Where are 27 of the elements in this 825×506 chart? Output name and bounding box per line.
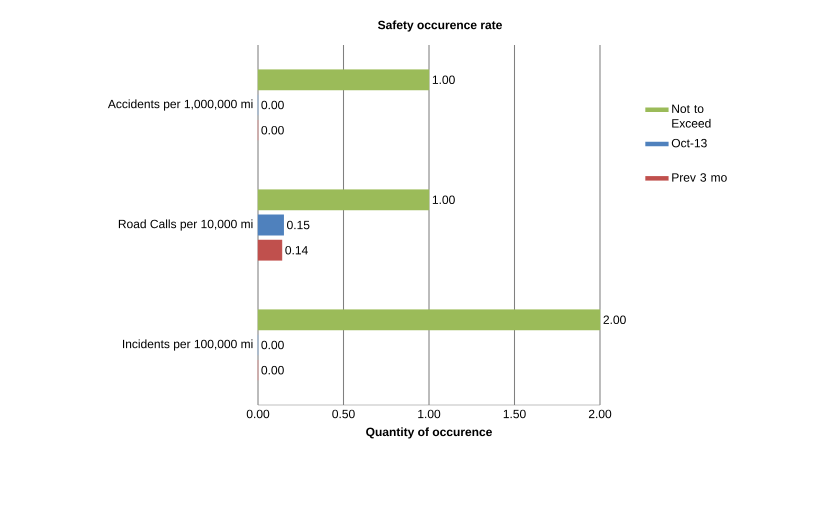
x-tick-label: 0.50 [332, 410, 355, 418]
x-tick-label: 0.00 [246, 410, 270, 418]
bar [258, 69, 430, 90]
legend-label: Not to Exceed [672, 104, 711, 128]
y-tick-label: Road Calls per 10,000 mi [118, 219, 252, 231]
x-tick-label: 2.00 [588, 410, 612, 418]
data-label: 0.15 [287, 220, 310, 230]
bar [258, 189, 430, 210]
data-label: 1.00 [432, 196, 455, 204]
legend-label: Oct-13 [672, 138, 707, 148]
bar [258, 309, 600, 330]
chart-title: Safety occurence rate [378, 20, 502, 32]
data-label: 0.00 [261, 126, 284, 134]
x-tick-label: 1.50 [504, 410, 526, 418]
bar [258, 214, 284, 236]
legend-label: Prev 3 mo [672, 173, 727, 182]
data-label: 0.00 [261, 366, 284, 374]
data-label: 0.00 [261, 100, 284, 110]
data-label: 0.14 [285, 246, 308, 254]
x-axis-title: Quantity of occurence [366, 427, 492, 439]
data-label: 2.00 [604, 316, 626, 324]
y-tick-label: Incidents per 100,000 mi [122, 339, 252, 351]
data-label: 0.00 [261, 340, 284, 350]
data-label: 1.00 [432, 76, 455, 84]
x-tick-label: 1.00 [418, 410, 440, 418]
y-tick-label: Accidents per 1,000,000 mi [108, 99, 252, 111]
bar [258, 240, 282, 261]
